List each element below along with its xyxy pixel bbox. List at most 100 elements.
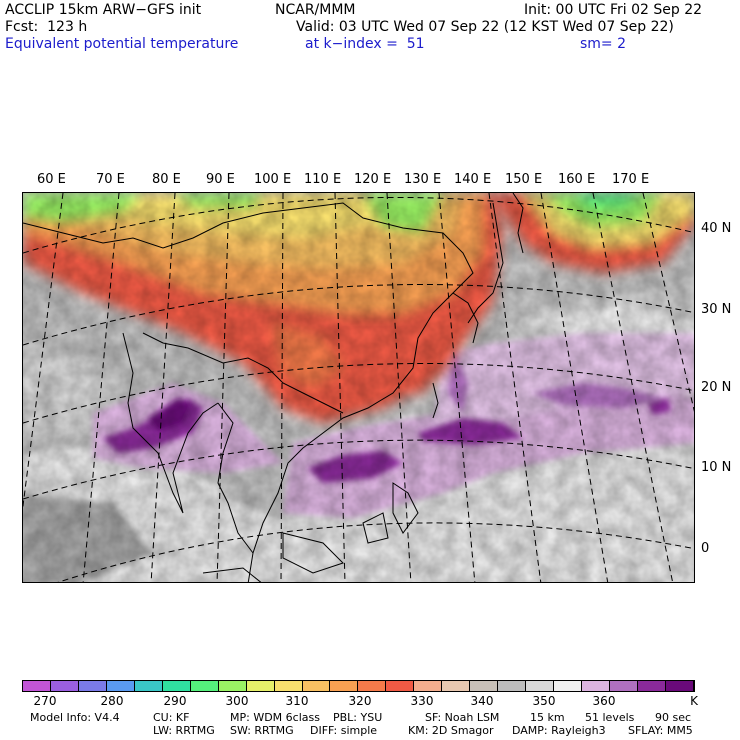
map-panel (22, 192, 695, 583)
colorbar-swatch (610, 681, 638, 691)
lon-label: 70 E (96, 172, 125, 187)
coastline (452, 292, 479, 344)
colorbar-swatch (50, 681, 79, 691)
km-scheme: KM: 2D Smagor (408, 724, 494, 737)
lat-label: 20 N (701, 380, 732, 395)
lon-label: 60 E (37, 172, 66, 187)
colorbar-swatch (637, 681, 666, 691)
lon-label: 170 E (612, 172, 650, 187)
colorbar-tick: 300 (225, 694, 249, 708)
colorbar-swatch (330, 681, 359, 691)
lon-label: 100 E (254, 172, 292, 187)
coastline (432, 382, 439, 419)
timestep: 90 sec (655, 711, 692, 724)
parallel (57, 522, 694, 582)
island (392, 482, 419, 534)
meridian (216, 193, 230, 582)
colorbar-swatch (23, 681, 51, 691)
pbl-scheme: PBL: YSU (333, 711, 383, 724)
colorbar-swatch (470, 681, 499, 691)
meridian (488, 193, 542, 582)
colorbar-swatch (582, 681, 611, 691)
model-info: Model Info: V4.4 (30, 711, 120, 724)
sflay-scheme: SFLAY: MM5 (628, 724, 693, 737)
meridian (386, 193, 412, 582)
coastline (122, 332, 219, 514)
colorbar-swatch (190, 681, 219, 691)
meridian (334, 193, 346, 582)
parallel (23, 362, 694, 424)
island (282, 532, 344, 574)
coastline (202, 567, 262, 582)
parallel (23, 284, 694, 346)
lat-label: 30 N (701, 302, 732, 317)
init-time: Init: 00 UTC Fri 02 Sep 22 (524, 2, 703, 18)
colorbar-tick: 280 (100, 694, 124, 708)
parallel (23, 196, 694, 254)
colorbar-tick: 330 (410, 694, 434, 708)
lon-label: 80 E (152, 172, 181, 187)
colorbar-tick: 320 (348, 694, 372, 708)
theta-e-map (23, 193, 694, 582)
lon-label: 110 E (304, 172, 342, 187)
lon-label: 120 E (354, 172, 392, 187)
meridian (438, 193, 476, 582)
island (362, 512, 389, 544)
colorbar-swatch (302, 681, 331, 691)
colorbar-swatch (554, 681, 583, 691)
colorbar-swatch (218, 681, 247, 691)
coastline (512, 193, 524, 254)
field-name: Equivalent potential temperature (5, 36, 239, 52)
colorbar-swatch (106, 681, 135, 691)
meridian (592, 193, 674, 582)
colorbar-swatch (526, 681, 555, 691)
colorbar-tick: 310 (285, 694, 309, 708)
meridian (280, 193, 284, 582)
level-label: at k−index = 51 (305, 36, 425, 52)
org-label: NCAR/MMM (275, 2, 356, 18)
coastline (23, 202, 474, 582)
lon-label: 90 E (206, 172, 235, 187)
colorbar-swatch (442, 681, 471, 691)
colorbar-swatch (498, 681, 527, 691)
colorbar-swatch (274, 681, 303, 691)
colorbar-swatch (665, 681, 694, 691)
lon-label: 140 E (454, 172, 492, 187)
forecast-hour: Fcst: 123 h (5, 19, 88, 35)
coastlines (23, 193, 524, 582)
colorbar-swatch (358, 681, 387, 691)
meridian (23, 193, 64, 510)
meridian (642, 193, 694, 412)
resolution: 15 km (530, 711, 565, 724)
colorbar-swatch (134, 681, 163, 691)
border (142, 332, 344, 414)
model-title: ACCLIP 15km ARW−GFS init (5, 2, 202, 18)
colorbar-tick: 350 (532, 694, 556, 708)
colorbar-unit: K (690, 694, 698, 708)
coastline (467, 202, 504, 324)
colorbar-tick: 340 (470, 694, 494, 708)
lat-label: 0 (701, 541, 710, 556)
sw-scheme: SW: RRTMG (230, 724, 294, 737)
colorbar-swatch (386, 681, 415, 691)
parallel (23, 439, 694, 500)
noise-texture (23, 193, 694, 582)
smoothing-label: sm= 2 (580, 36, 627, 52)
graticule (23, 193, 694, 582)
colorbar-swatch (162, 681, 191, 691)
colorbar-swatch (246, 681, 275, 691)
colorbar-swatch (78, 681, 107, 691)
lon-label: 160 E (558, 172, 596, 187)
colorbar (22, 680, 695, 692)
colorbar-tick: 270 (33, 694, 57, 708)
mp-scheme: MP: WDM 6class (230, 711, 320, 724)
colorbar-swatch (414, 681, 443, 691)
colorbar-tick: 290 (163, 694, 187, 708)
colorbar-tick: 360 (592, 694, 616, 708)
lon-label: 130 E (404, 172, 442, 187)
levels: 51 levels (585, 711, 635, 724)
diff-scheme: DIFF: simple (310, 724, 378, 737)
meridian (82, 193, 120, 582)
cu-scheme: CU: KF (153, 711, 190, 724)
lat-label: 10 N (701, 460, 732, 475)
